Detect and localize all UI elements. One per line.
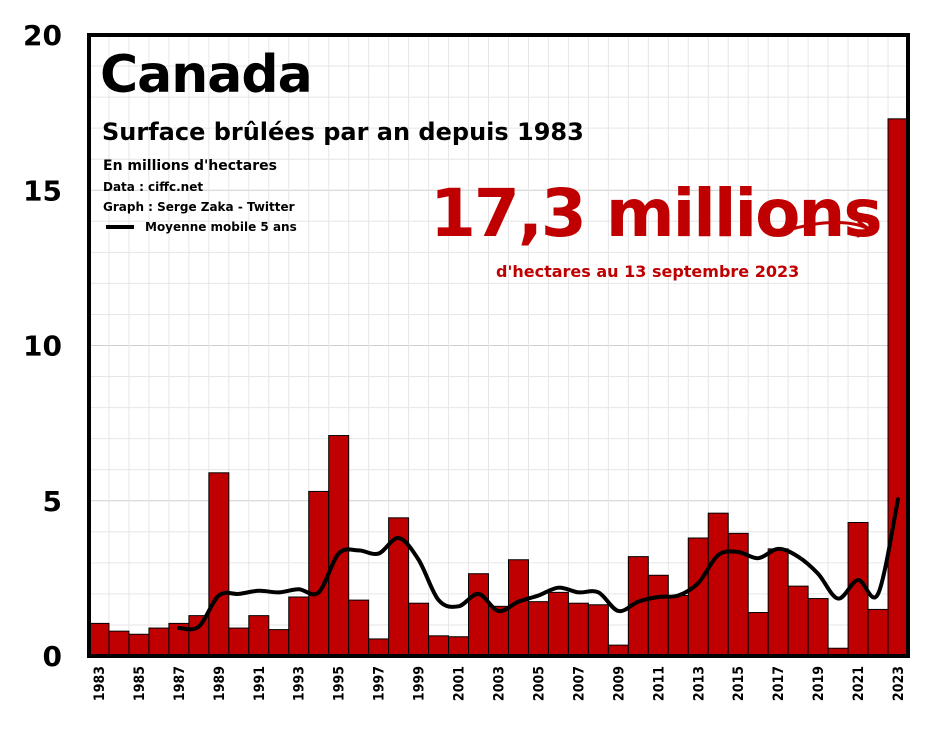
- callout-value: 17,3 millions: [430, 175, 881, 252]
- bar-2016: [747, 612, 769, 657]
- plot-frame: [87, 33, 910, 658]
- x-tick-label: 2001: [452, 666, 468, 701]
- x-tick-label: 2023: [891, 666, 907, 701]
- bar-2006: [547, 591, 569, 657]
- bar-2017: [767, 548, 789, 657]
- bar-2002: [468, 573, 490, 657]
- bar-1983: [88, 622, 110, 657]
- x-tick-label: 2005: [531, 666, 547, 701]
- x-tick-label: 1987: [172, 666, 188, 701]
- graph-credit: Graph : Serge Zaka - Twitter: [103, 200, 295, 214]
- x-tick-label: 2013: [691, 666, 707, 701]
- bar-1996: [348, 599, 370, 657]
- x-tick-label: 1999: [412, 666, 428, 701]
- bar-1993: [288, 596, 310, 657]
- bar-1984: [108, 630, 130, 657]
- bar-2023: [887, 118, 909, 657]
- bar-1989: [208, 472, 230, 657]
- y-tick-label: 5: [43, 485, 62, 518]
- arrow-head-icon: [856, 220, 874, 238]
- bar-2001: [448, 636, 470, 657]
- bar-2000: [428, 635, 450, 657]
- x-tick-label: 2019: [811, 666, 827, 701]
- x-tick-label: 2011: [651, 666, 667, 701]
- x-tick-label: 1995: [332, 666, 348, 701]
- bar-2011: [647, 574, 669, 657]
- x-tick-label: 2015: [731, 666, 747, 701]
- x-tick-label: 1997: [372, 666, 388, 701]
- moving-average-line: [176, 497, 901, 632]
- y-axis-ticks: 0 5 10 15 20: [23, 19, 62, 673]
- y-tick-label: 20: [23, 19, 62, 52]
- bar-1999: [408, 602, 430, 657]
- unit-note: En millions d'hectares: [103, 158, 277, 174]
- bar-2018: [787, 585, 809, 657]
- bar-2003: [488, 605, 509, 657]
- bar-2019: [807, 598, 829, 657]
- bar-1995: [328, 435, 350, 657]
- bar-1986: [148, 627, 170, 657]
- callout-subtitle: d'hectares au 13 septembre 2023: [496, 262, 799, 281]
- bar-2013: [687, 537, 709, 657]
- chart-subtitle: Surface brûlées par an depuis 1983: [102, 118, 584, 146]
- x-tick-label: 2003: [492, 666, 508, 701]
- y-tick-label: 10: [23, 330, 62, 363]
- bar-1992: [268, 629, 290, 657]
- bar-2014: [707, 512, 729, 657]
- chart-title: Canada: [100, 45, 312, 105]
- x-tick-label: 2007: [571, 666, 587, 701]
- x-tick-label: 1983: [92, 666, 108, 701]
- y-tick-label: 15: [23, 174, 62, 207]
- x-axis-ticks: 1983 1985 1987 1989 1991 1993 1995 1997 1999 2001…: [92, 666, 907, 701]
- y-tick-label: 0: [43, 640, 62, 673]
- bar-2012: [667, 594, 689, 657]
- bar-1990: [228, 627, 250, 657]
- bar-2007: [567, 602, 589, 657]
- legend-label: Moyenne mobile 5 ans: [145, 220, 297, 234]
- x-tick-label: 2009: [611, 666, 627, 701]
- x-tick-label: 2021: [851, 666, 867, 701]
- bar-1991: [248, 615, 270, 657]
- bar-1994: [308, 490, 330, 657]
- bar-1997: [368, 638, 390, 657]
- bar-1988: [188, 615, 210, 657]
- bar-2008: [587, 604, 609, 657]
- bar-2005: [527, 601, 549, 657]
- x-tick-label: 1993: [292, 666, 308, 701]
- data-source: Data : ciffc.net: [103, 180, 203, 194]
- x-tick-label: 1985: [132, 666, 148, 701]
- bar-2022: [867, 608, 889, 657]
- bar-1985: [128, 633, 150, 657]
- x-tick-label: 1991: [252, 666, 268, 701]
- x-tick-label: 1989: [212, 666, 228, 701]
- x-tick-label: 2017: [771, 666, 787, 701]
